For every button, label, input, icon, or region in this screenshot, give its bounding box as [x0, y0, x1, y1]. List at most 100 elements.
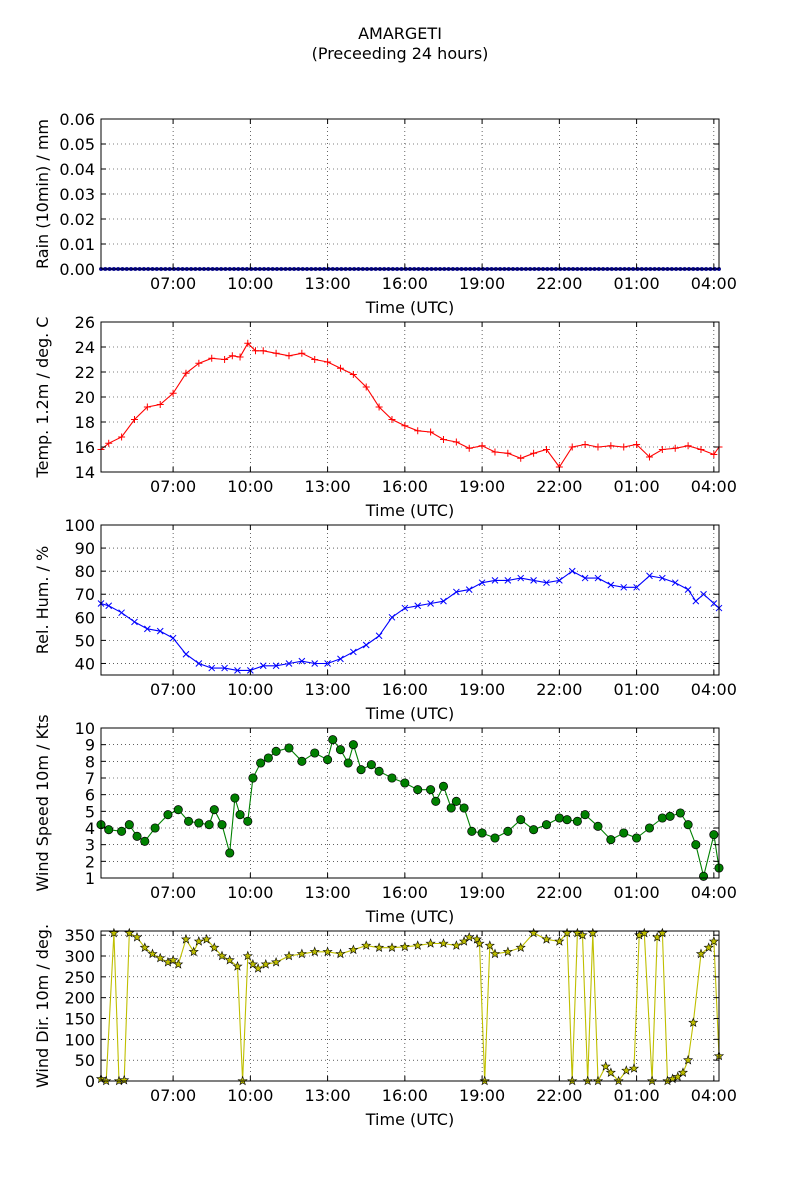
data-point [311, 660, 319, 667]
x-axis-label: Time (UTC) [365, 1110, 454, 1129]
x-tick-label: 01:00 [614, 883, 660, 902]
data-point [272, 662, 280, 670]
x-tick-label: 10:00 [227, 274, 273, 293]
data-point [324, 660, 331, 667]
data-point [311, 356, 319, 363]
plot-frame [100, 524, 720, 676]
x-axis-label: Time (UTC) [365, 501, 454, 520]
data-point [124, 927, 135, 938]
data-point [645, 453, 653, 461]
data-point [665, 811, 675, 821]
data-point [225, 848, 235, 858]
y-tick-label: 3 [85, 836, 95, 855]
x-axis-label: Time (UTC) [365, 907, 454, 926]
y-tick-label: 0.05 [59, 135, 95, 154]
data-point [621, 1065, 632, 1075]
y-tick-label: 5 [85, 802, 95, 821]
data-point [375, 632, 383, 640]
data-point [194, 818, 204, 828]
data-point [684, 442, 692, 450]
data-point [105, 439, 113, 447]
data-point [530, 449, 538, 457]
y-tick-label: 24 [75, 338, 95, 357]
data-point [388, 416, 396, 423]
data-point [478, 579, 486, 587]
data-point [143, 625, 151, 633]
data-point [108, 927, 119, 938]
x-tick-label: 22:00 [536, 1086, 582, 1105]
data-point [248, 773, 258, 783]
y-axis-label: Wind Dir. 10m / deg. [33, 924, 52, 1088]
data-point [700, 590, 707, 598]
data-point [335, 948, 346, 959]
data-point [658, 574, 666, 582]
data-point [427, 428, 435, 436]
data-point [568, 443, 576, 451]
y-tick-label: 300 [64, 947, 95, 966]
data-point [228, 352, 236, 360]
panel-5: 07:00 10:00 13:00 16:00 19:00 22:00 01:00 04:00… [33, 924, 737, 1129]
data-point [572, 927, 583, 938]
data-point [572, 816, 582, 826]
data-point [169, 389, 177, 397]
data-point [143, 403, 151, 411]
data-point [710, 451, 718, 458]
data-point [374, 766, 384, 776]
data-point [400, 778, 410, 788]
data-point [195, 359, 203, 367]
data-point [221, 664, 228, 672]
x-tick-label: 10:00 [227, 477, 273, 496]
y-tick-label: 14 [75, 463, 95, 482]
data-point [431, 796, 441, 806]
y-tick-label: 20 [75, 388, 95, 407]
panel-4: 07:00 10:00 13:00 16:00 19:00 22:00 01:00 04:00… [33, 714, 737, 926]
data-point [633, 441, 641, 448]
data-point [516, 815, 526, 825]
data-point [587, 927, 598, 938]
data-point [607, 442, 615, 450]
data-point [297, 756, 307, 766]
data-point [147, 948, 158, 959]
data-point [270, 956, 282, 967]
y-tick-label: 0.00 [59, 260, 95, 279]
data-point [688, 1017, 699, 1027]
chart-title: AMARGETI [358, 24, 442, 43]
x-tick-label: 13:00 [305, 883, 351, 902]
plot-frame [100, 930, 720, 1082]
data-point [554, 936, 565, 946]
data-point [503, 826, 513, 836]
x-axis-label: Time (UTC) [365, 298, 454, 317]
y-tick-label: 2 [85, 852, 95, 871]
data-point [703, 942, 714, 952]
x-tick-label: 07:00 [150, 1086, 196, 1105]
data-point [490, 833, 500, 843]
y-tick-label: 150 [64, 1010, 95, 1029]
data-point [209, 942, 220, 952]
y-tick-label: 10 [75, 719, 95, 738]
y-tick-label: 90 [75, 539, 95, 558]
data-point [658, 446, 666, 453]
data-point [244, 339, 252, 347]
data-point [221, 356, 229, 363]
data-point [323, 755, 333, 765]
x-tick-label: 07:00 [150, 680, 196, 699]
x-tick-label: 16:00 [382, 274, 428, 293]
data-point [632, 833, 642, 843]
y-tick-label: 26 [75, 313, 95, 332]
data-point [657, 927, 668, 938]
y-tick-label: 1 [85, 869, 95, 888]
data-point [426, 785, 436, 795]
y-tick-label: 9 [85, 736, 95, 755]
data-point [193, 936, 204, 946]
y-axis-label: Wind Speed 10m / Kts [33, 714, 52, 891]
data-point [118, 433, 126, 441]
data-point [414, 602, 422, 610]
x-tick-label: 13:00 [305, 477, 351, 496]
data-point [709, 830, 719, 840]
x-tick-label: 04:00 [691, 274, 737, 293]
data-point [366, 760, 376, 770]
x-tick-label: 19:00 [459, 477, 505, 496]
data-point [271, 746, 281, 756]
data-point [209, 805, 219, 815]
data-point [459, 803, 469, 813]
